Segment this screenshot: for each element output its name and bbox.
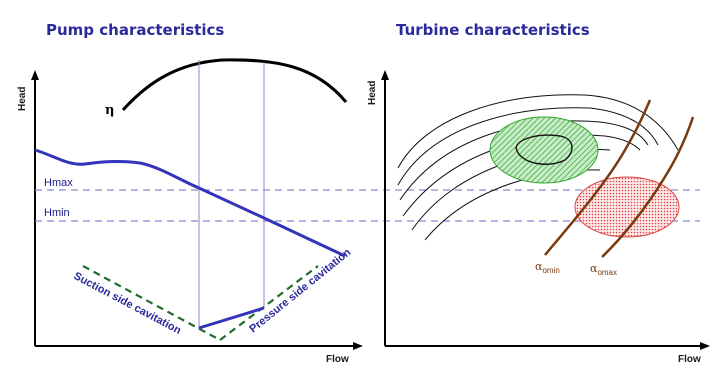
efficiency-curve <box>121 58 348 112</box>
turbine-x-axis-label: Flow <box>678 354 701 365</box>
hmax-label: Hmax <box>44 177 73 189</box>
turbine-x-axis-arrow <box>700 342 710 350</box>
pressure-cavitation-boundary <box>219 265 319 341</box>
hmin-label: Hmin <box>44 207 70 219</box>
pressure-cavitation-label: Pressure side cavitation <box>247 246 353 335</box>
suction-cavitation-boundary <box>82 265 221 341</box>
efficiency-contour-1 <box>397 94 679 169</box>
pump-y-axis-label: Head <box>17 87 28 111</box>
pump-x-axis-arrow <box>353 342 363 350</box>
turbine-title: Turbine characteristics <box>396 21 590 39</box>
best-efficiency-zone <box>489 116 599 184</box>
alpha-max-symbol: α <box>590 262 598 275</box>
pump-y-axis-arrow <box>31 70 39 80</box>
pump-head-curve <box>34 148 346 258</box>
turbine-y-axis-label: Head <box>367 81 378 105</box>
cavitation-limit-curve <box>198 306 265 330</box>
alpha-min-symbol: α <box>535 260 543 273</box>
pump-x-axis-label: Flow <box>326 354 349 365</box>
efficiency-contour-6 <box>424 169 601 241</box>
suction-cavitation-label: Suction side cavitation <box>72 270 184 337</box>
alpha-min-label: αomin <box>535 260 560 275</box>
alpha-max-line <box>601 116 695 258</box>
alpha-max-label: αomax <box>590 262 617 277</box>
alpha-min-subscript: omin <box>542 266 559 275</box>
efficiency-symbol: η <box>105 103 114 118</box>
alpha-min-line <box>544 99 652 256</box>
turbine-y-axis-arrow <box>381 70 389 80</box>
peak-efficiency-contour <box>515 134 573 165</box>
pump-title: Pump characteristics <box>46 21 224 39</box>
cavitation-zone <box>574 176 680 238</box>
alpha-max-subscript: omax <box>597 268 617 277</box>
